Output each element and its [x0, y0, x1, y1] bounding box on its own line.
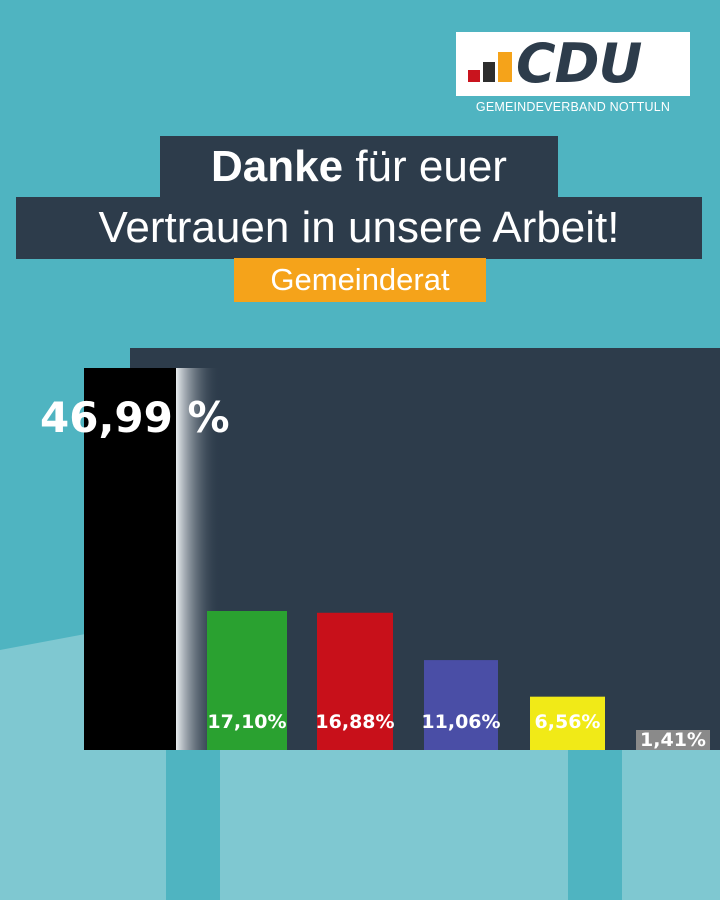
headline-bold: Danke: [211, 142, 344, 191]
logo-subtitle: GEMEINDEVERBAND NOTTULN: [475, 100, 671, 114]
council-tag: Gemeinderat: [234, 258, 486, 302]
bar-label-5: 6,56%: [535, 711, 601, 733]
cdu-logo: CDU: [456, 32, 690, 96]
bar-6: [636, 730, 710, 750]
logo-bar-black: [483, 62, 495, 82]
bar-label-4: 11,06%: [421, 711, 500, 733]
bar-1: [84, 368, 176, 750]
headline-rest: für euer: [343, 142, 507, 191]
logo-bar-red: [468, 70, 480, 82]
headline-line-1: Danke für euer: [160, 136, 558, 198]
bar-5: [530, 696, 605, 750]
bar-label-1: 46,99 %: [40, 393, 230, 442]
bar-shadow-right: [568, 750, 622, 900]
headline-line-2: Vertrauen in unsere Arbeit!: [16, 197, 702, 259]
bar-label-6: 1,41%: [640, 729, 706, 751]
logo-text: CDU: [516, 32, 642, 95]
bar-label-2: 17,10%: [207, 711, 286, 733]
bar-3: [317, 612, 393, 750]
bar-2: [207, 610, 287, 750]
logo-bar-gold: [498, 52, 512, 82]
bar-4: [424, 660, 498, 750]
bar-label-3: 16,88%: [315, 711, 394, 733]
bar-shadow-left: [166, 750, 220, 900]
logo-bars-icon: [468, 52, 512, 82]
